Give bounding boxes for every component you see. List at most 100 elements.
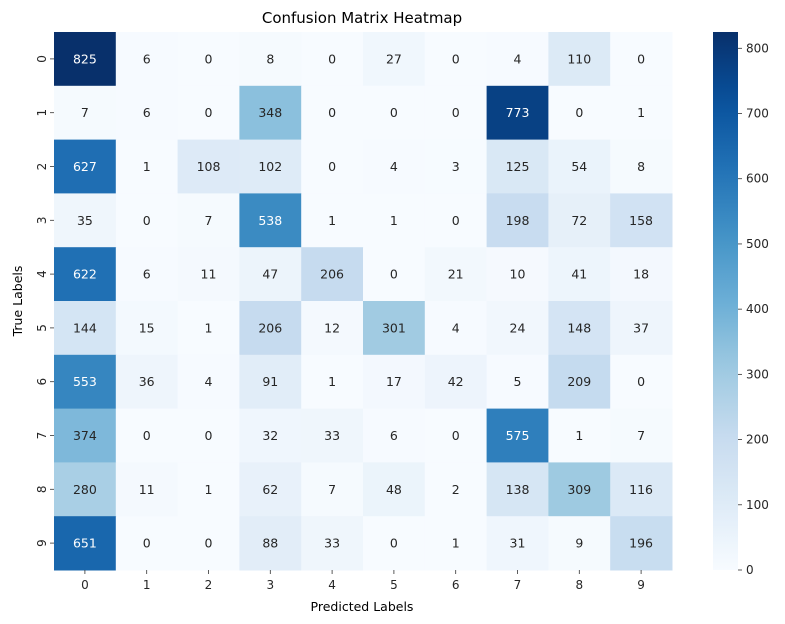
heatmap-cell-r6-c8 xyxy=(548,354,611,410)
heatmap-cell-r5-c2 xyxy=(177,301,240,356)
heatmap-cell-r9-c5 xyxy=(363,516,426,571)
heatmap-cell-r8-c0 xyxy=(54,462,117,517)
x-tick-label-0: 0 xyxy=(81,578,89,592)
heatmap-cell-r7-c3 xyxy=(239,408,302,463)
colorbar-tick-label-4: 400 xyxy=(746,302,769,316)
cell-value-r2-c6: 3 xyxy=(452,159,460,174)
heatmap-cell-r9-c9 xyxy=(610,516,673,571)
heatmap-cell-r1-c9 xyxy=(610,85,673,141)
x-tick-label-6: 6 xyxy=(452,578,460,592)
heatmap-cell-r5-c1 xyxy=(115,301,179,356)
cell-value-r7-c5: 6 xyxy=(390,428,398,443)
heatmap-cell-r3-c6 xyxy=(424,193,488,248)
cell-value-r0-c2: 0 xyxy=(205,51,213,66)
y-tick-label-1: 1 xyxy=(35,109,49,117)
heatmap-cell-r3-c0 xyxy=(54,193,117,248)
heatmap-cell-r2-c9 xyxy=(610,139,673,194)
cell-value-r9-c2: 0 xyxy=(205,536,213,551)
cell-value-r3-c2: 7 xyxy=(205,213,213,228)
heatmap-cell-r0-c6 xyxy=(424,32,488,87)
heatmap-cell-r8-c1 xyxy=(115,462,179,517)
cell-value-r6-c7: 5 xyxy=(514,374,522,389)
heatmap-cell-r7-c7 xyxy=(486,408,549,463)
x-tick-label-8: 8 xyxy=(575,578,583,592)
cell-value-r7-c7: 575 xyxy=(506,428,530,443)
cell-value-r1-c4: 0 xyxy=(328,105,336,120)
y-tick-label-9: 9 xyxy=(35,539,49,547)
cell-value-r4-c5: 0 xyxy=(390,267,398,282)
cell-value-r2-c1: 1 xyxy=(143,159,151,174)
heatmap-cell-r8-c3 xyxy=(239,462,302,517)
heatmap-cell-r9-c2 xyxy=(177,516,240,571)
heatmap-cell-r4-c7 xyxy=(486,247,549,302)
cell-value-r4-c8: 41 xyxy=(571,267,587,282)
cell-value-r4-c2: 11 xyxy=(201,267,217,282)
cell-value-r7-c3: 32 xyxy=(262,428,278,443)
cell-value-r8-c9: 116 xyxy=(629,482,653,497)
heatmap-cell-r7-c8 xyxy=(548,408,611,463)
cell-value-r9-c9: 196 xyxy=(629,536,653,551)
heatmap-cell-r6-c9 xyxy=(610,354,673,410)
x-tick-label-7: 7 xyxy=(514,578,522,592)
y-tick-label-0: 0 xyxy=(35,55,49,63)
x-tick-label-2: 2 xyxy=(205,578,213,592)
heatmap-cell-r5-c4 xyxy=(301,301,364,356)
heatmap-cell-r9-c3 xyxy=(239,516,302,571)
cell-value-r0-c6: 0 xyxy=(452,51,460,66)
heatmap-cell-r5-c8 xyxy=(548,301,611,356)
cell-value-r6-c4: 1 xyxy=(328,374,336,389)
cell-value-r3-c7: 198 xyxy=(506,213,530,228)
heatmap-cell-r2-c3 xyxy=(239,139,302,194)
heatmap-cell-r7-c4 xyxy=(301,408,364,463)
cell-value-r0-c3: 8 xyxy=(266,51,274,66)
heatmap-cell-r3-c1 xyxy=(115,193,179,248)
heatmap-cell-r0-c1 xyxy=(115,32,179,87)
cell-value-r8-c8: 309 xyxy=(567,482,591,497)
cell-value-r8-c6: 2 xyxy=(452,482,460,497)
cell-value-r0-c0: 825 xyxy=(73,51,97,66)
heatmap-cell-r8-c9 xyxy=(610,462,673,517)
cell-value-r7-c4: 33 xyxy=(324,428,340,443)
cell-value-r9-c8: 9 xyxy=(575,536,583,551)
heatmap-cell-r1-c1 xyxy=(115,85,179,141)
heatmap-cell-r7-c2 xyxy=(177,408,240,463)
y-tick-label-6: 6 xyxy=(35,378,49,386)
cell-value-r5-c3: 206 xyxy=(258,320,282,335)
heatmap-cell-r6-c1 xyxy=(115,354,179,410)
heatmap-cell-r4-c4 xyxy=(301,247,364,302)
cell-value-r1-c2: 0 xyxy=(205,105,213,120)
cell-value-r2-c9: 8 xyxy=(637,159,645,174)
heatmap-cell-r4-c1 xyxy=(115,247,179,302)
cell-value-r9-c5: 0 xyxy=(390,536,398,551)
cell-value-r9-c7: 31 xyxy=(510,536,526,551)
y-axis-label: True Labels xyxy=(10,266,25,338)
heatmap-cell-r9-c7 xyxy=(486,516,549,571)
cell-value-r6-c0: 553 xyxy=(73,374,97,389)
cell-value-r8-c5: 48 xyxy=(386,482,402,497)
cell-value-r0-c8: 110 xyxy=(567,51,591,66)
heatmap-cell-r6-c3 xyxy=(239,354,302,410)
cell-value-r7-c0: 374 xyxy=(73,428,97,443)
y-tick-label-4: 4 xyxy=(35,270,49,278)
cell-value-r1-c3: 348 xyxy=(258,105,282,120)
cell-value-r0-c9: 0 xyxy=(637,51,645,66)
heatmap-cell-r6-c2 xyxy=(177,354,240,410)
heatmap-cell-r0-c3 xyxy=(239,32,302,87)
cell-value-r2-c2: 108 xyxy=(197,159,221,174)
heatmap-cell-r1-c5 xyxy=(363,85,426,141)
heatmap-cell-r6-c6 xyxy=(424,354,488,410)
heatmap-cell-r2-c1 xyxy=(115,139,179,194)
heatmap-cell-r5-c0 xyxy=(54,301,117,356)
heatmap-cell-r5-c9 xyxy=(610,301,673,356)
cell-value-r6-c2: 4 xyxy=(205,374,213,389)
heatmap-cell-r5-c3 xyxy=(239,301,302,356)
heatmap-cell-r6-c5 xyxy=(363,354,426,410)
cell-value-r8-c4: 7 xyxy=(328,482,336,497)
heatmap-cell-r0-c5 xyxy=(363,32,426,87)
cell-value-r4-c3: 47 xyxy=(262,267,278,282)
cell-value-r0-c4: 0 xyxy=(328,51,336,66)
x-tick-label-5: 5 xyxy=(390,578,398,592)
y-tick-label-2: 2 xyxy=(35,163,49,171)
cell-value-r2-c8: 54 xyxy=(571,159,587,174)
y-tick-label-7: 7 xyxy=(35,432,49,440)
